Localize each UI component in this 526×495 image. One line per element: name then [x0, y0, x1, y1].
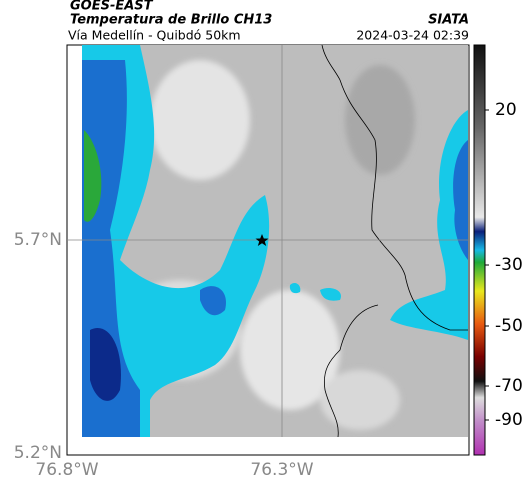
lon-label: 76.8°W	[35, 460, 98, 480]
lat-label: 5.7°N	[14, 230, 62, 250]
colorbar-tick-label: -50	[495, 316, 523, 336]
datetime: 2024-03-24 02:39	[356, 28, 469, 43]
colorbar-tick-label: -90	[495, 410, 523, 430]
colorbar-tick-label: -30	[495, 255, 523, 275]
colorbar-tick-label: -70	[495, 376, 523, 396]
title: GOES-EAST	[70, 0, 154, 14]
colorbar	[473, 44, 489, 456]
colorbar-tick-label: 20	[495, 100, 517, 120]
lat-label: 5.2°N	[14, 443, 62, 463]
lon-label: 76.3°W	[250, 460, 313, 480]
subtitle: Temperatura de Brillo CH13	[70, 13, 272, 28]
location: Vía Medellín - Quibdó 50km	[68, 28, 241, 43]
map	[66, 44, 470, 456]
source: SIATA	[428, 13, 469, 28]
